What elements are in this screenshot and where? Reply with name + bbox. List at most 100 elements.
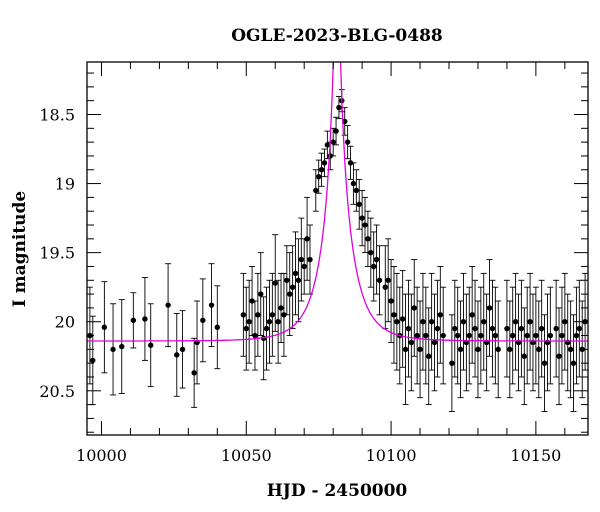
- x-axis-label: HJD - 2450000: [267, 481, 408, 501]
- data-point: [570, 360, 577, 366]
- data-point: [510, 332, 516, 339]
- data-point: [356, 201, 362, 207]
- data-point: [481, 319, 487, 325]
- data-point: [434, 325, 441, 332]
- data-point: [495, 346, 501, 353]
- y-tick-label: 19: [55, 175, 75, 194]
- chart-title: OGLE-2023-BLG-0488: [231, 26, 443, 46]
- data-point: [399, 316, 406, 322]
- data-point: [440, 332, 446, 339]
- data-point: [243, 325, 249, 332]
- data-point: [556, 353, 562, 359]
- data-point: [492, 332, 499, 339]
- data-point: [524, 332, 530, 339]
- data-point: [301, 263, 307, 270]
- data-point: [347, 160, 354, 166]
- data-point: [90, 357, 96, 364]
- data-point-layer: [87, 97, 588, 376]
- data-point: [344, 139, 351, 145]
- y-tick-label: 20.5: [39, 382, 75, 401]
- data-point: [281, 312, 287, 318]
- data-point: [246, 319, 252, 325]
- data-point: [110, 346, 116, 353]
- data-point: [411, 305, 417, 311]
- data-point: [333, 128, 339, 134]
- data-point: [518, 325, 525, 332]
- data-point: [353, 187, 360, 194]
- data-point: [408, 339, 415, 346]
- data-point: [359, 215, 365, 221]
- data-point: [533, 332, 539, 339]
- model-curve-line: [87, 62, 588, 342]
- y-tick-label: 18.5: [39, 105, 75, 124]
- data-point: [536, 346, 542, 353]
- data-point: [263, 325, 270, 332]
- data-point: [385, 277, 391, 283]
- data-point: [414, 332, 420, 339]
- data-point: [249, 298, 255, 304]
- data-point: [454, 332, 461, 339]
- plot-frame: [86, 61, 589, 436]
- data-point: [452, 325, 458, 332]
- data-point: [507, 346, 513, 353]
- data-point: [527, 319, 533, 325]
- data-point: [489, 325, 496, 332]
- data-point: [350, 180, 357, 187]
- data-point: [315, 173, 322, 180]
- data-point: [179, 346, 186, 353]
- data-point: [292, 270, 299, 277]
- data-point: [391, 312, 397, 318]
- data-point: [541, 360, 548, 366]
- data-point: [475, 346, 481, 353]
- data-point: [460, 319, 467, 325]
- data-point: [165, 302, 171, 308]
- data-point: [478, 332, 484, 339]
- data-point: [428, 319, 435, 325]
- data-point: [298, 256, 305, 263]
- data-point: [307, 256, 313, 263]
- data-point: [289, 284, 296, 290]
- data-point: [174, 352, 180, 358]
- data-point: [324, 142, 331, 148]
- data-point: [538, 325, 545, 332]
- x-tick-label: 10100: [366, 446, 417, 465]
- data-point: [405, 325, 412, 332]
- data-point: [336, 104, 342, 111]
- data-point: [376, 277, 383, 283]
- data-point: [449, 360, 455, 366]
- data-point: [472, 325, 478, 332]
- plot-area: [87, 62, 588, 412]
- x-tick-label: 10150: [510, 446, 561, 465]
- data-point: [284, 277, 290, 283]
- data-point: [368, 249, 374, 256]
- data-point: [269, 312, 276, 318]
- y-tick-label: 20: [55, 313, 75, 332]
- data-point: [214, 324, 221, 330]
- data-point: [521, 353, 527, 359]
- data-point: [330, 139, 336, 145]
- data-point: [457, 346, 464, 353]
- data-point: [547, 332, 554, 339]
- data-point: [240, 312, 247, 318]
- data-point: [426, 353, 432, 359]
- data-point: [191, 370, 197, 376]
- data-point: [394, 319, 400, 325]
- data-point: [318, 167, 325, 173]
- data-point: [142, 316, 148, 322]
- data-point: [559, 332, 565, 339]
- data-point: [258, 291, 264, 297]
- data-point: [119, 343, 125, 350]
- y-axis-label: I magnitude: [10, 191, 30, 308]
- data-point: [469, 312, 475, 318]
- data-point: [321, 160, 328, 166]
- data-point: [266, 319, 273, 325]
- data-point: [504, 325, 510, 332]
- data-point: [437, 312, 444, 318]
- data-point: [573, 332, 580, 339]
- data-point: [512, 319, 519, 325]
- data-point: [130, 317, 137, 324]
- data-point: [553, 325, 559, 332]
- data-point: [295, 277, 302, 283]
- data-point: [486, 305, 493, 311]
